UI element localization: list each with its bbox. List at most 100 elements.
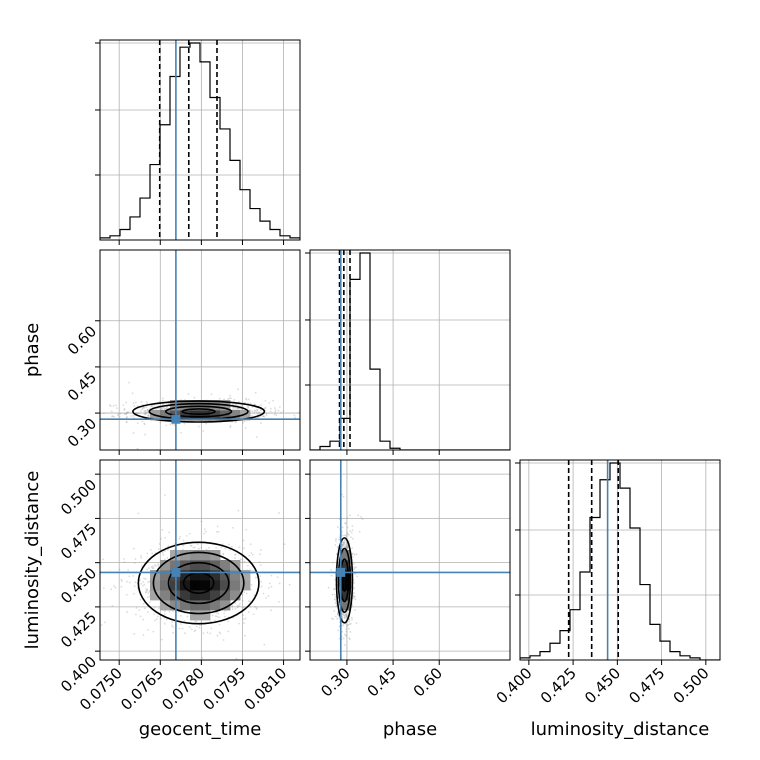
sample-point — [146, 408, 149, 411]
density-bin — [190, 590, 201, 601]
sample-point — [140, 400, 143, 403]
density-bin — [150, 590, 161, 601]
sample-point — [267, 587, 270, 589]
sample-point — [217, 612, 220, 615]
sample-point — [123, 413, 126, 415]
sample-point — [234, 553, 237, 556]
sample-point — [276, 576, 279, 579]
density-bin — [160, 600, 171, 611]
sample-point — [157, 548, 160, 551]
sample-point — [234, 602, 237, 604]
density-bin — [200, 600, 211, 611]
sample-point — [241, 558, 244, 561]
x-tick-label: 0.60 — [410, 664, 446, 700]
sample-point — [346, 545, 349, 548]
panel-geocent-time-vs-geocent-time — [95, 39, 301, 245]
sample-point — [200, 520, 203, 523]
sample-point — [357, 514, 360, 517]
sample-point — [119, 412, 122, 415]
sample-point — [361, 518, 364, 520]
sample-point — [243, 606, 245, 609]
density-bin — [180, 550, 191, 561]
sample-point — [143, 423, 146, 426]
sample-point — [125, 401, 128, 404]
sample-point — [331, 561, 334, 564]
sample-point — [193, 630, 196, 633]
density-bin — [220, 580, 231, 591]
sample-point — [259, 549, 262, 551]
sample-point — [147, 592, 150, 595]
density-bin — [210, 570, 221, 581]
sample-point — [178, 537, 181, 540]
sample-point — [243, 547, 245, 550]
sample-point — [123, 561, 126, 563]
sample-point — [351, 616, 353, 619]
sample-point — [146, 552, 149, 555]
sample-point — [342, 624, 345, 627]
sample-point — [356, 575, 359, 578]
sample-point — [139, 598, 142, 601]
sample-point — [215, 530, 218, 533]
sample-point — [228, 397, 231, 400]
sample-point — [133, 562, 136, 564]
sample-point — [135, 411, 138, 414]
sample-point — [104, 621, 106, 624]
panel-frame — [99, 459, 301, 661]
sample-point — [146, 409, 149, 412]
sample-point — [268, 401, 271, 404]
sample-point — [344, 522, 347, 525]
sample-point — [150, 566, 153, 568]
sample-point — [137, 512, 140, 515]
sample-point — [343, 614, 346, 617]
sample-point — [144, 409, 147, 412]
sample-point — [118, 415, 121, 418]
sample-point — [353, 581, 355, 584]
sample-point — [58, 408, 60, 410]
sample-point — [202, 632, 205, 635]
sample-point — [263, 643, 266, 646]
density-bin — [340, 580, 351, 591]
sample-point — [269, 407, 272, 410]
sample-point — [341, 543, 344, 546]
panel-frame — [99, 249, 301, 451]
sample-point — [130, 415, 133, 417]
sample-point — [332, 588, 335, 591]
sample-point — [134, 401, 137, 404]
sample-point — [243, 591, 246, 593]
y-tick-label: 0.45 — [64, 368, 100, 404]
density-bin — [180, 570, 191, 581]
sample-point — [342, 542, 345, 545]
sample-point — [335, 538, 337, 540]
sample-point — [115, 407, 118, 409]
sample-point — [337, 613, 340, 616]
sample-point — [254, 391, 257, 394]
sample-point — [164, 536, 167, 539]
density-bin — [190, 580, 201, 591]
sample-point — [217, 530, 220, 533]
sample-point — [234, 557, 236, 559]
density-bin — [340, 590, 351, 601]
sample-point — [254, 605, 256, 608]
sample-point — [278, 600, 280, 603]
sample-point — [153, 613, 156, 616]
ylabel-luminosity-distance: luminosity_distance — [22, 471, 43, 650]
contour-level — [164, 405, 233, 418]
sample-point — [255, 576, 257, 579]
sample-point — [349, 530, 352, 533]
sample-point — [236, 605, 239, 608]
sample-point — [128, 581, 131, 584]
sample-point — [231, 608, 234, 610]
sample-point — [126, 611, 129, 613]
sample-point — [270, 585, 273, 588]
sample-point — [236, 606, 239, 609]
sample-point — [139, 615, 142, 618]
sample-point — [256, 412, 259, 415]
sample-point — [350, 622, 352, 625]
sample-point — [333, 610, 336, 612]
sample-point — [351, 604, 354, 607]
sample-point — [234, 553, 236, 556]
sample-point — [210, 627, 213, 630]
sample-point — [120, 585, 123, 588]
sample-point — [218, 623, 221, 626]
sample-point — [244, 617, 247, 620]
